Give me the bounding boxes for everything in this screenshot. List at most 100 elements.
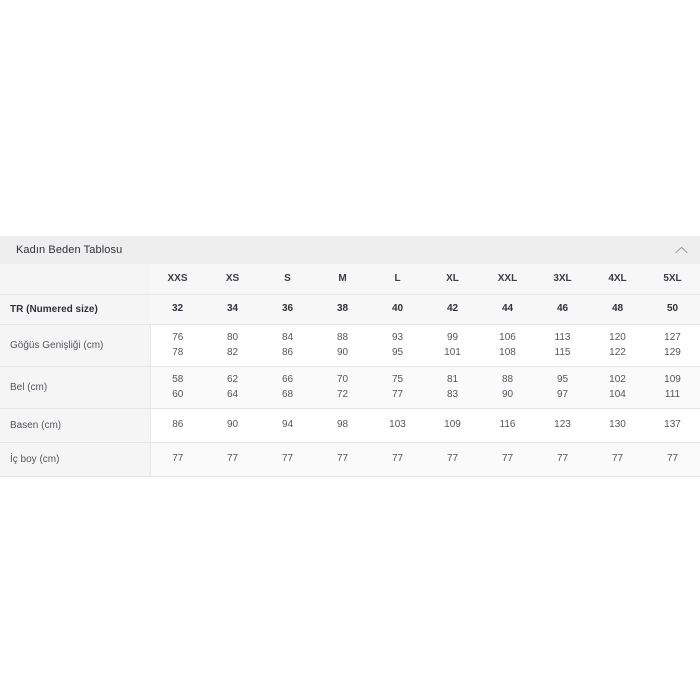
cell-value-text: 48: [611, 303, 624, 314]
cell-value-text: 42: [446, 303, 459, 314]
cell-value-text: 86: [172, 419, 184, 430]
size-header-xs: XS: [205, 264, 260, 295]
size-header-5xl: 5XL: [645, 264, 700, 295]
cell-value: 77: [480, 442, 535, 477]
cell-value-min: 120: [609, 332, 626, 343]
cell-value-text: 77: [391, 453, 404, 464]
row-label: TR (Numered size): [0, 294, 150, 325]
cell-value-max: 115: [554, 347, 571, 358]
cell-value-min: 76: [172, 332, 184, 343]
chevron-up-icon[interactable]: [670, 239, 692, 261]
cell-value-text: 77: [446, 453, 459, 464]
table-header-row: XXS XS S M L XL XXL 3XL 4XL 5XL: [0, 264, 700, 295]
cell-value-text: 77: [336, 453, 349, 464]
cell-value: 77: [205, 442, 260, 477]
cell-value-max: 108: [499, 347, 516, 358]
cell-value: 40: [370, 294, 425, 325]
row-label: Bel (cm): [0, 366, 151, 409]
cell-value: 120 122: [590, 324, 645, 367]
cell-value: 70 72: [315, 366, 370, 409]
cell-value-min: 93: [391, 332, 404, 343]
cell-value: 44: [480, 294, 535, 325]
row-label: Göğüs Genişliği (cm): [0, 324, 151, 367]
cell-value-text: 34: [226, 303, 239, 314]
cell-value-text: 130: [609, 419, 626, 430]
cell-value: 75 77: [370, 366, 425, 409]
size-chart-header[interactable]: Kadın Beden Tablosu: [0, 236, 700, 264]
size-header-4xl: 4XL: [590, 264, 645, 295]
cell-value: 62 64: [205, 366, 260, 409]
cell-value-max: 129: [664, 347, 681, 358]
cell-value: 34: [205, 294, 260, 325]
cell-value: 77: [645, 442, 700, 477]
size-header-3xl: 3XL: [535, 264, 590, 295]
table-row: TR (Numered size) 32 34 36 38 40 42 44 46 48 50: [0, 294, 700, 325]
cell-value-min: 88: [501, 374, 514, 385]
cell-value-text: 50: [666, 303, 679, 314]
cell-value: 77: [425, 442, 480, 477]
cell-value-text: 103: [389, 419, 406, 430]
table-row: Bel (cm) 58 60 62 64 66 68 70 72 75 77 81 83 88 90 95 97…: [0, 366, 700, 409]
size-header-xxl: XXL: [480, 264, 535, 295]
cell-value: 32: [150, 294, 205, 325]
cell-value-text: 77: [281, 453, 294, 464]
cell-value-text: 36: [281, 303, 294, 314]
cell-value: 109: [425, 408, 480, 443]
cell-value-max: 95: [391, 347, 404, 358]
cell-value: 88 90: [480, 366, 535, 409]
cell-value: 38: [315, 294, 370, 325]
cell-value-min: 95: [556, 374, 569, 385]
table-row: Göğüs Genişliği (cm) 76 78 80 82 84 86 88 90 93 95…: [0, 324, 700, 367]
cell-value: 90: [205, 408, 260, 443]
cell-value: 77: [260, 442, 315, 477]
cell-value-text: 77: [172, 453, 184, 464]
cell-value: 95 97: [535, 366, 590, 409]
cell-value: 130: [590, 408, 645, 443]
table-corner-cell: [0, 264, 150, 295]
cell-value: 46: [535, 294, 590, 325]
cell-value-min: 99: [446, 332, 459, 343]
cell-value-text: 77: [611, 453, 624, 464]
cell-value-max: 101: [444, 347, 461, 358]
cell-value: 106 108: [480, 324, 535, 367]
cell-value-min: 88: [336, 332, 349, 343]
cell-value-max: 64: [226, 389, 239, 400]
cell-value-text: 77: [556, 453, 569, 464]
cell-value-max: 90: [501, 389, 514, 400]
row-label: Basen (cm): [0, 408, 151, 443]
cell-value-max: 77: [391, 389, 404, 400]
cell-value: 80 82: [205, 324, 260, 367]
cell-value-text: 77: [501, 453, 514, 464]
cell-value-max: 122: [609, 347, 626, 358]
cell-value: 77: [315, 442, 370, 477]
cell-value: 137: [645, 408, 700, 443]
cell-value-max: 68: [281, 389, 294, 400]
cell-value-text: 40: [391, 303, 404, 314]
cell-value: 116: [480, 408, 535, 443]
cell-value-text: 44: [501, 303, 514, 314]
cell-value: 50: [645, 294, 700, 325]
cell-value: 77: [150, 442, 205, 477]
cell-value: 81 83: [425, 366, 480, 409]
table-row: Basen (cm) 86 90 94 98 103 109 116 123 130 137: [0, 408, 700, 443]
cell-value-max: 82: [226, 347, 239, 358]
cell-value: 58 60: [150, 366, 205, 409]
cell-value-max: 104: [609, 389, 626, 400]
cell-value: 109 111: [645, 366, 700, 409]
cell-value-min: 58: [172, 374, 184, 385]
cell-value-text: 90: [226, 419, 239, 430]
size-table: XXS XS S M L XL XXL 3XL 4XL 5XL TR (Numered size) 3…: [0, 264, 700, 477]
cell-value-max: 60: [172, 389, 184, 400]
cell-value-text: 94: [281, 419, 294, 430]
cell-value: 102 104: [590, 366, 645, 409]
cell-value: 84 86: [260, 324, 315, 367]
cell-value: 86: [150, 408, 205, 443]
row-label: İç boy (cm): [0, 442, 151, 477]
cell-value: 36: [260, 294, 315, 325]
cell-value: 94: [260, 408, 315, 443]
cell-value: 127 129: [645, 324, 700, 367]
cell-value: 77: [535, 442, 590, 477]
cell-value: 99 101: [425, 324, 480, 367]
cell-value: 93 95: [370, 324, 425, 367]
